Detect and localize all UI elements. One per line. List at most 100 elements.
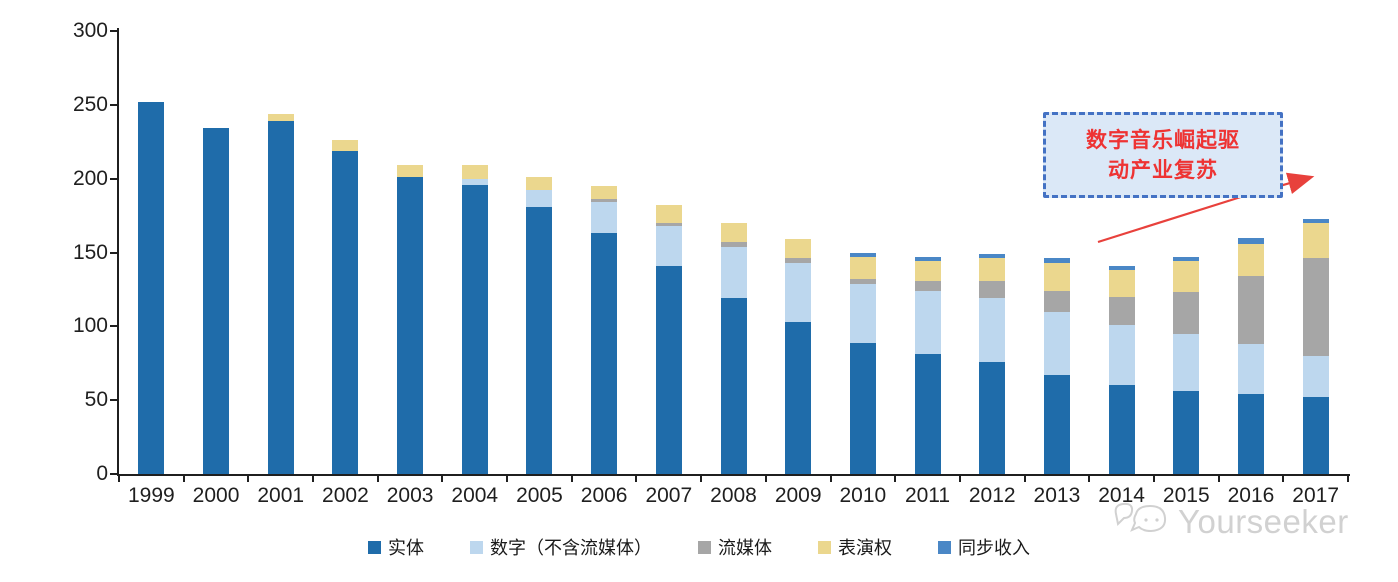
bar-segment-实体 bbox=[526, 206, 553, 474]
bar-segment-表演权 bbox=[1108, 270, 1135, 297]
legend-swatch-icon bbox=[698, 540, 711, 554]
watermark: Yourseeker bbox=[1112, 500, 1349, 544]
y-axis-tick-label: 150 bbox=[72, 240, 108, 264]
annotation-text-line1: 数字音乐崛起驱 bbox=[1086, 129, 1240, 152]
legend-swatch-icon bbox=[818, 540, 831, 554]
bar-segment-表演权 bbox=[1237, 243, 1264, 277]
x-axis-tick bbox=[1023, 474, 1026, 482]
bar-segment-实体 bbox=[655, 265, 682, 474]
legend-item: 数字（不含流媒体） bbox=[470, 534, 652, 560]
bar-segment-数字（不含流媒体） bbox=[1302, 355, 1329, 398]
y-axis-tick-label: 300 bbox=[72, 19, 108, 42]
bar-segment-实体 bbox=[332, 150, 359, 474]
y-axis-tick-label: 200 bbox=[72, 166, 108, 190]
bar-segment-数字（不含流媒体） bbox=[1108, 324, 1135, 386]
annotation-callout: 数字音乐崛起驱 动产业复苏 bbox=[1043, 112, 1283, 198]
x-axis-category-label: 2015 bbox=[1162, 484, 1210, 507]
x-axis-tick bbox=[570, 474, 573, 482]
bar-segment-流媒体 bbox=[1108, 296, 1135, 325]
legend-swatch-icon bbox=[470, 540, 483, 554]
x-axis-tick bbox=[700, 474, 703, 482]
x-axis-tick bbox=[1282, 474, 1285, 482]
bar-segment-流媒体 bbox=[655, 222, 682, 226]
y-axis-tick bbox=[110, 251, 119, 254]
x-axis-category-label: 2011 bbox=[904, 484, 951, 507]
bar-segment-同步收入 bbox=[1237, 237, 1264, 244]
bar-segment-数字（不含流媒体） bbox=[1043, 311, 1070, 376]
x-axis-tick bbox=[441, 474, 444, 482]
bar-segment-实体 bbox=[138, 101, 165, 474]
bar-segment-数字（不含流媒体） bbox=[1237, 344, 1264, 395]
bar-segment-流媒体 bbox=[1173, 292, 1200, 334]
bar-segment-数字（不含流媒体） bbox=[785, 262, 812, 322]
bar-segment-表演权 bbox=[591, 186, 618, 200]
x-axis-tick bbox=[312, 474, 315, 482]
legend-item: 表演权 bbox=[818, 534, 892, 560]
bar-segment-数字（不含流媒体） bbox=[849, 283, 876, 343]
legend-label: 同步收入 bbox=[958, 538, 1030, 558]
y-axis-tick-label: 100 bbox=[72, 314, 108, 338]
legend-label: 实体 bbox=[388, 538, 424, 558]
bar-segment-同步收入 bbox=[849, 252, 876, 257]
bar-segment-实体 bbox=[461, 184, 488, 474]
x-axis-tick bbox=[1152, 474, 1155, 482]
bar-segment-实体 bbox=[397, 177, 424, 474]
bar-segment-实体 bbox=[849, 342, 876, 474]
x-axis-tick bbox=[506, 474, 509, 482]
bar-segment-数字（不含流媒体） bbox=[979, 298, 1006, 362]
bar-segment-流媒体 bbox=[849, 279, 876, 284]
x-axis-category-label: 2009 bbox=[774, 484, 822, 507]
y-axis-tick-label: 250 bbox=[72, 92, 108, 116]
bar-segment-表演权 bbox=[1302, 222, 1329, 259]
x-axis-category-label: 2007 bbox=[645, 484, 693, 507]
bar-segment-数字（不含流媒体） bbox=[591, 202, 618, 234]
legend-label: 表演权 bbox=[838, 538, 892, 558]
x-axis-tick bbox=[894, 474, 897, 482]
bar-segment-表演权 bbox=[1043, 262, 1070, 291]
bar-segment-数字（不含流媒体） bbox=[1173, 333, 1200, 392]
bar-segment-表演权 bbox=[332, 140, 359, 151]
bar-segment-数字（不含流媒体） bbox=[720, 246, 747, 299]
bar-segment-流媒体 bbox=[1302, 258, 1329, 356]
bar-segment-实体 bbox=[203, 128, 230, 474]
x-axis-tick bbox=[829, 474, 832, 482]
bar-segment-流媒体 bbox=[720, 242, 747, 247]
bar-segment-数字（不含流媒体） bbox=[914, 290, 941, 355]
bar-segment-实体 bbox=[979, 361, 1006, 474]
x-axis-category-label: 2005 bbox=[516, 484, 563, 507]
yourseeker-logo-icon bbox=[1114, 502, 1167, 533]
x-axis-tick bbox=[1347, 474, 1349, 482]
bar-segment-表演权 bbox=[267, 113, 294, 122]
x-axis-category-label: 2013 bbox=[1033, 484, 1081, 507]
x-axis-tick bbox=[376, 474, 379, 482]
bar-segment-数字（不含流媒体） bbox=[461, 178, 488, 185]
bar-segment-实体 bbox=[1237, 394, 1264, 474]
y-axis-tick-label: 50 bbox=[84, 388, 108, 412]
y-axis-tick bbox=[110, 473, 119, 475]
x-axis-tick bbox=[1088, 474, 1091, 482]
x-axis-category-label: 2000 bbox=[192, 484, 240, 507]
x-axis-tick bbox=[1217, 474, 1220, 482]
bar-segment-实体 bbox=[785, 321, 812, 474]
y-axis-tick bbox=[110, 399, 119, 402]
bar-segment-表演权 bbox=[397, 165, 424, 178]
bar-segment-表演权 bbox=[1173, 261, 1200, 293]
bar-segment-数字（不含流媒体） bbox=[655, 225, 682, 266]
bar-segment-数字（不含流媒体） bbox=[526, 190, 553, 207]
bar-segment-流媒体 bbox=[914, 280, 941, 291]
x-axis-category-label: 2010 bbox=[839, 484, 887, 507]
bar-segment-表演权 bbox=[849, 256, 876, 280]
bar-segment-表演权 bbox=[979, 258, 1006, 281]
x-axis-tick bbox=[764, 474, 767, 482]
x-axis-category-label: 2008 bbox=[710, 484, 757, 507]
bar-segment-同步收入 bbox=[1108, 265, 1135, 271]
bar-segment-表演权 bbox=[785, 239, 812, 259]
bar-segment-实体 bbox=[267, 121, 294, 474]
legend-item: 实体 bbox=[368, 534, 424, 560]
y-axis-tick-label: 0 bbox=[96, 462, 108, 485]
bar-segment-表演权 bbox=[914, 261, 941, 281]
x-axis-tick bbox=[247, 474, 250, 482]
x-axis-line bbox=[117, 474, 1350, 476]
bar-segment-实体 bbox=[720, 298, 747, 474]
